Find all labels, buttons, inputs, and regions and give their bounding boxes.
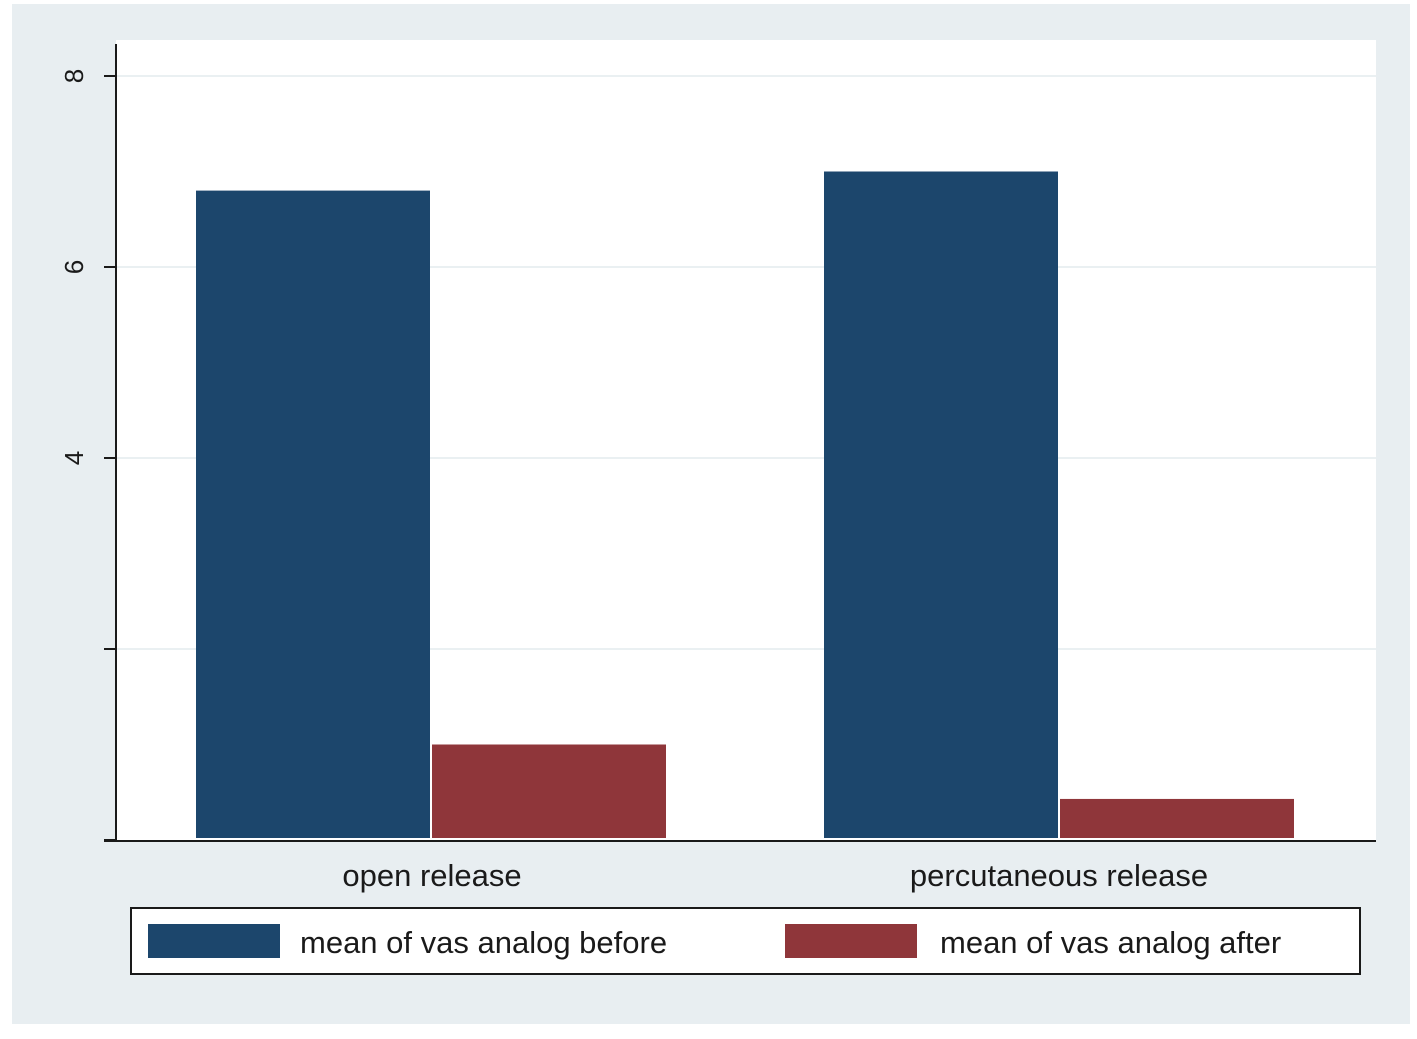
bar-after-open-release	[432, 744, 666, 838]
bar-before-open-release	[196, 190, 430, 839]
bars	[196, 171, 1294, 839]
y-tick-label-6: 6	[59, 260, 89, 274]
legend-swatch-before	[148, 924, 280, 958]
x-tick-label-open-release: open release	[342, 858, 521, 893]
y-tick-label-4: 4	[59, 451, 89, 465]
legend-swatch-after	[785, 924, 917, 958]
legend-box	[130, 907, 1361, 975]
axis-labels: 4 6 8 open release percutaneous release	[59, 69, 1208, 893]
y-tick-label-8: 8	[59, 69, 89, 83]
legend-label-after: mean of vas analog after	[940, 925, 1281, 960]
legend-label-before: mean of vas analog before	[300, 925, 667, 960]
x-tick-label-percutaneous-release: percutaneous release	[910, 858, 1208, 893]
axes	[104, 44, 1376, 842]
legend: mean of vas analog before mean of vas ana…	[130, 907, 1361, 975]
bar-after-percutaneous-release	[1060, 798, 1294, 838]
bar-before-percutaneous-release	[824, 171, 1058, 838]
